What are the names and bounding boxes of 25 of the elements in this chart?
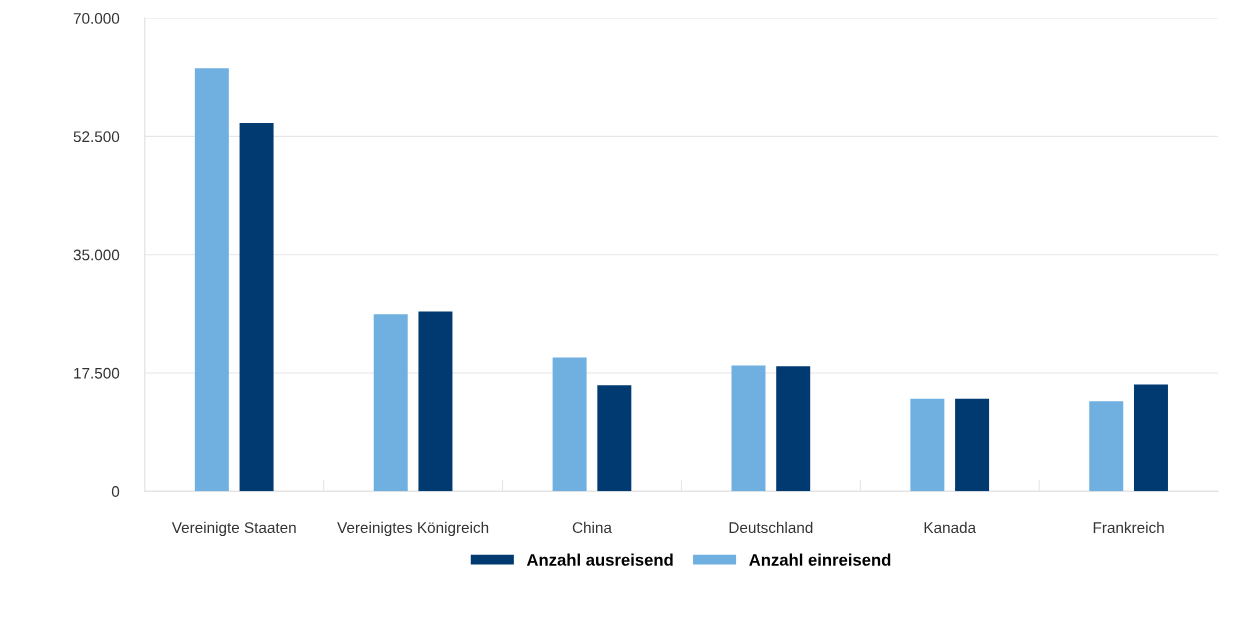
bar <box>552 357 587 492</box>
bar <box>910 398 945 492</box>
y-tick-label: 52.500 <box>73 131 120 143</box>
x-tick-label: Kanada <box>924 521 977 534</box>
x-tick-label: China <box>572 521 612 534</box>
bar <box>1133 384 1168 492</box>
x-tick-label: Vereinigte Staaten <box>171 521 296 537</box>
bar <box>776 366 811 492</box>
legend-label: Anzahl ausreisend <box>526 553 673 566</box>
bar <box>239 122 274 492</box>
bar <box>418 311 453 492</box>
y-tick-label: 17.500 <box>74 367 120 379</box>
bar <box>597 385 632 492</box>
x-tick-label: Deutschland <box>729 521 813 534</box>
bar <box>194 68 229 492</box>
bar <box>373 314 408 492</box>
y-tick-label: 70.000 <box>73 12 120 24</box>
bar <box>731 365 766 492</box>
x-tick-label: Vereinigtes Königreich <box>337 521 489 537</box>
bar <box>955 398 990 492</box>
y-tick-label: 0 <box>111 486 120 497</box>
y-tick-label: 35.000 <box>73 249 120 261</box>
x-tick-label: Frankreich <box>1093 521 1164 534</box>
legend-label: Anzahl einreisend <box>749 553 891 566</box>
bar <box>1089 401 1124 492</box>
